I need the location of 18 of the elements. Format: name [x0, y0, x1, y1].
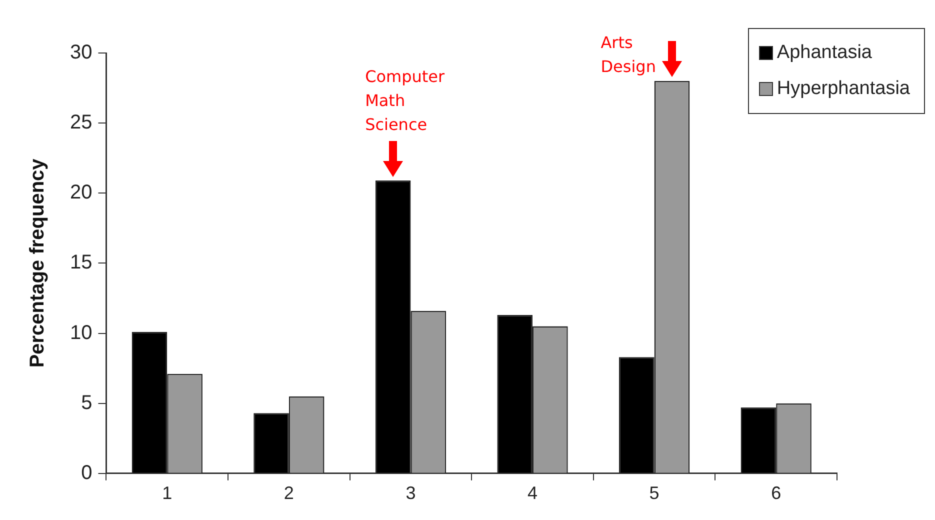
annotation: Computer Math Science — [365, 66, 445, 136]
y-tick-label: 0 — [81, 462, 92, 484]
y-tick-label: 15 — [70, 252, 92, 274]
y-tick-label: 25 — [70, 112, 92, 134]
y-tick-label: 5 — [81, 392, 92, 414]
legend-label: Hyperphantasia — [776, 78, 910, 100]
y-tick-label: 10 — [70, 322, 92, 344]
x-tick-label: 2 — [284, 483, 294, 504]
legend-label: Aphantasia — [776, 42, 872, 64]
x-tick-label: 5 — [649, 483, 660, 504]
y-axis-title: Percentage frequency — [26, 158, 49, 368]
annotation: Arts Design — [600, 32, 656, 78]
x-tick-label: 1 — [162, 483, 172, 504]
x-tick-label: 6 — [771, 483, 782, 504]
y-tick-label: 20 — [70, 182, 92, 204]
x-tick-label: 3 — [406, 483, 416, 504]
y-tick-label: 30 — [70, 42, 92, 64]
x-tick-label: 4 — [528, 483, 538, 504]
